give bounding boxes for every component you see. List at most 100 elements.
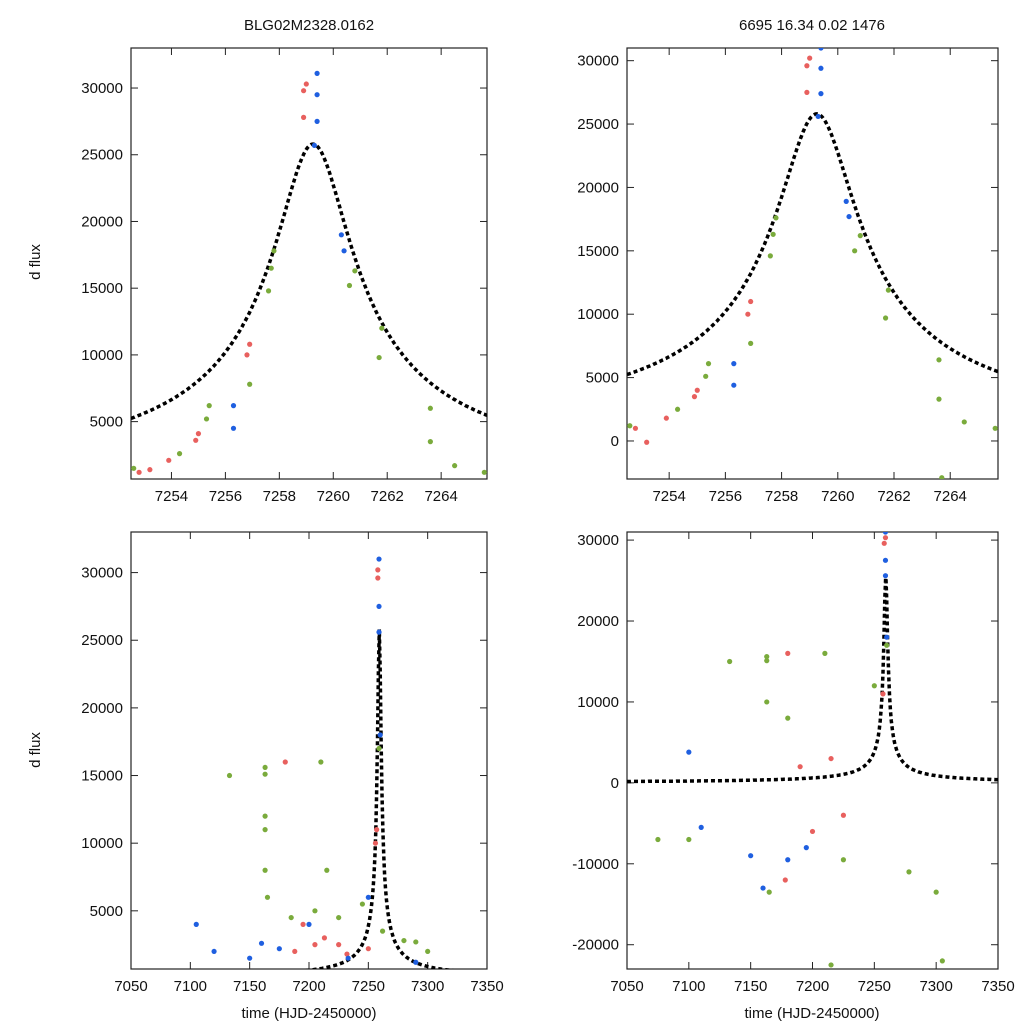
data-point-blue <box>314 118 320 124</box>
model-curve <box>627 112 998 377</box>
plot-frame <box>130 531 488 970</box>
data-point-red <box>321 935 328 941</box>
data-point-red <box>785 650 791 656</box>
data-point-blue <box>815 113 821 120</box>
data-point-red <box>344 951 350 957</box>
data-point-green <box>686 836 692 843</box>
data-point-blue <box>314 70 320 76</box>
data-point-green <box>770 231 776 237</box>
data-point-blue <box>882 532 889 535</box>
data-point-red <box>745 311 751 317</box>
y-tick-label: 15000 <box>577 243 619 260</box>
data-point-blue <box>686 749 692 755</box>
x-tick-label: 7250 <box>858 978 891 995</box>
data-point-green <box>265 288 272 294</box>
data-point-red <box>195 431 202 437</box>
x-tick-label: 7100 <box>672 978 705 995</box>
data-point-green <box>262 827 268 833</box>
data-point-green <box>933 889 939 895</box>
y-tick-label: 5000 <box>586 370 619 387</box>
data-point-red <box>193 437 199 443</box>
data-point-green <box>936 357 942 363</box>
data-point-blue <box>413 959 419 965</box>
y-tick-label: 25000 <box>81 147 123 164</box>
data-point-blue <box>311 142 317 149</box>
data-point-red <box>375 575 381 581</box>
data-point-green <box>352 268 358 274</box>
data-point-green <box>764 699 770 705</box>
data-point-green <box>427 439 433 445</box>
x-tick-label: 7262 <box>371 488 404 505</box>
data-point-green <box>939 475 945 479</box>
y-tick-label: -10000 <box>572 856 619 873</box>
data-point-blue <box>882 557 889 563</box>
data-point-green <box>452 463 458 469</box>
data-point-green <box>262 867 268 873</box>
data-point-green <box>992 425 998 431</box>
data-point-green <box>346 282 353 289</box>
data-point-green <box>840 857 847 863</box>
data-point-red <box>881 540 887 546</box>
data-point-blue <box>377 732 383 738</box>
model-curve <box>627 574 998 784</box>
data-point-green <box>961 419 967 425</box>
data-point-blue <box>731 382 737 388</box>
data-point-blue <box>230 403 237 409</box>
data-point-blue <box>338 232 344 238</box>
y-tick-label: 10000 <box>81 347 123 364</box>
data-point-green <box>906 869 912 875</box>
data-point-green <box>785 715 791 721</box>
x-tick-label: 7200 <box>796 978 829 995</box>
data-point-red <box>244 352 250 358</box>
data-point-green <box>481 469 487 475</box>
y-tick-label: 10000 <box>577 694 619 711</box>
data-point-green <box>206 403 212 409</box>
panel-top-left: 5000 10000 15000 20000 25000 30000 7254 7256 725… <box>81 47 488 505</box>
y-tick-label: 20000 <box>577 179 619 196</box>
y-tick-label: 5000 <box>90 414 123 431</box>
y-tick-label: 30000 <box>577 532 619 549</box>
x-tick-label: 7300 <box>411 978 444 995</box>
y-tick-label: 15000 <box>81 280 123 297</box>
data-point-blue <box>365 894 371 900</box>
data-point-green <box>766 889 772 895</box>
data-point-green <box>376 745 382 752</box>
data-point-red <box>374 827 380 833</box>
x-tick-label: 7100 <box>174 978 207 995</box>
data-point-green <box>871 683 877 689</box>
y-tick-label: 25000 <box>577 116 619 133</box>
data-point-green <box>226 772 233 779</box>
data-point-green <box>262 813 268 819</box>
data-point-red <box>372 840 379 846</box>
data-point-green <box>268 265 274 271</box>
x-tick-label: 7260 <box>317 488 350 505</box>
data-point-blue <box>760 885 766 891</box>
data-point-red <box>694 387 700 393</box>
data-point-blue <box>846 213 852 220</box>
x-tick-label: 7200 <box>292 978 325 995</box>
data-point-blue <box>882 573 889 579</box>
data-point-blue <box>803 845 809 851</box>
xlabel-bottom-right: time (HJD-2450000) <box>744 1005 879 1022</box>
x-tick-label: 7050 <box>114 978 147 995</box>
y-tick-label: 20000 <box>577 613 619 630</box>
data-point-blue <box>818 91 824 97</box>
data-point-green <box>939 958 945 964</box>
data-point-red <box>828 755 834 762</box>
data-point-blue <box>258 940 265 946</box>
y-tick-label: 10000 <box>577 306 619 323</box>
data-point-blue <box>211 948 217 955</box>
x-tick-label: 7262 <box>877 488 910 505</box>
y-tick-label: 0 <box>611 775 619 792</box>
title-left: BLG02M2328.0162 <box>244 17 374 34</box>
data-point-red <box>147 467 153 473</box>
data-point-green <box>852 248 858 254</box>
data-point-red <box>375 567 381 573</box>
y-tick-label: 5000 <box>90 903 123 920</box>
data-point-red <box>644 439 650 445</box>
y-tick-label: 25000 <box>81 632 123 649</box>
x-tick-label: 7254 <box>652 488 685 505</box>
data-point-blue <box>698 824 704 830</box>
data-point-green <box>767 253 773 259</box>
x-tick-label: 7150 <box>734 978 767 995</box>
